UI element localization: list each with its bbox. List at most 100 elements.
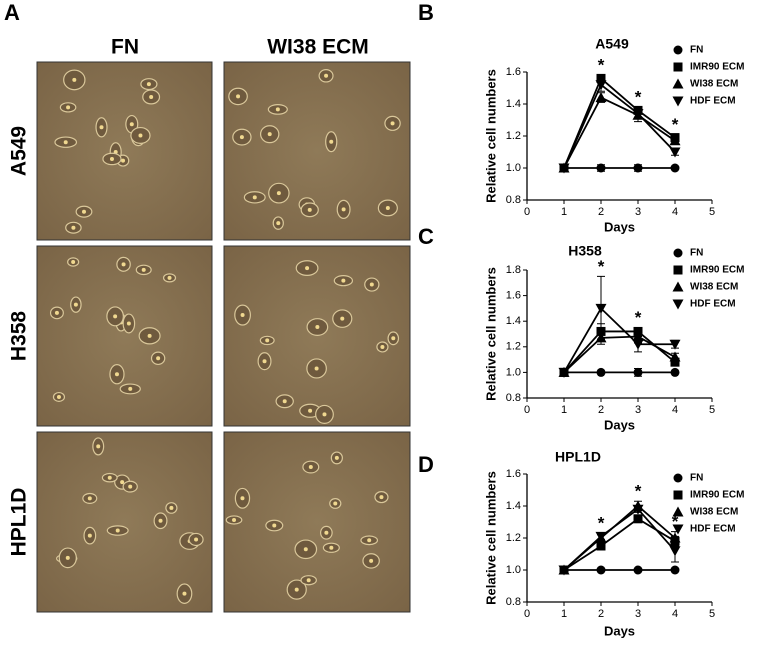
data-point [633, 514, 643, 524]
y-tick-label: 1.6 [506, 290, 521, 302]
y-tick-label: 1.0 [506, 564, 521, 576]
data-point [596, 541, 606, 551]
data-point [633, 367, 643, 377]
cell-nucleus [126, 321, 131, 326]
legend-marker [672, 506, 684, 517]
cell-nucleus [282, 399, 287, 404]
legend-label: IMR90 ECM [690, 490, 744, 501]
cell-nucleus [113, 314, 118, 319]
x-axis-label: Days [604, 417, 635, 432]
y-tick-label: 0.8 [506, 194, 521, 206]
cell-nucleus [303, 547, 308, 552]
y-tick-label: 1.6 [506, 66, 521, 78]
legend-marker [673, 248, 683, 258]
cell-nucleus [107, 475, 112, 480]
cell-nucleus [71, 259, 76, 264]
cell-nucleus [272, 523, 277, 528]
cell-nucleus [72, 77, 77, 82]
cell-nucleus [87, 533, 92, 538]
cell-nucleus [240, 496, 245, 501]
y-tick-label: 1.4 [506, 500, 521, 512]
cell-nucleus [308, 465, 313, 470]
cell-nucleus [167, 275, 172, 280]
cell-nucleus [63, 140, 68, 145]
cell-nucleus [146, 82, 151, 87]
micrograph [223, 431, 411, 613]
y-tick-label: 1.6 [506, 468, 521, 480]
micrograph [36, 61, 213, 241]
y-tick-label: 1.4 [506, 98, 521, 110]
legend-marker [673, 473, 683, 483]
cell-nucleus [236, 94, 241, 99]
data-point [669, 147, 681, 158]
cell-nucleus [369, 558, 374, 563]
x-tick-label: 2 [598, 608, 604, 620]
panel-label: B [418, 0, 434, 25]
cell-nucleus [340, 316, 345, 321]
cell-nucleus [81, 209, 86, 214]
cell-nucleus [314, 366, 319, 371]
micrograph [36, 245, 213, 427]
cell-nucleus [324, 73, 329, 78]
panel-label: C [418, 224, 434, 249]
legend-label: IMR90 ECM [690, 62, 744, 73]
significance-marker: * [672, 115, 679, 134]
x-tick-label: 1 [561, 206, 567, 218]
row-label: H358 [8, 311, 31, 362]
legend-marker [673, 265, 683, 275]
cell-nucleus [265, 338, 270, 343]
y-tick-label: 1.4 [506, 315, 521, 327]
data-point [633, 565, 643, 575]
cell-nucleus [322, 412, 327, 417]
cell-nucleus [267, 132, 272, 137]
x-tick-label: 4 [672, 404, 678, 416]
line [563, 517, 676, 571]
panel-label: D [418, 452, 434, 477]
cell-nucleus [385, 205, 390, 210]
data-point [669, 135, 681, 146]
y-tick-label: 0.8 [506, 596, 521, 608]
significance-marker: * [598, 56, 605, 75]
legend-label: FN [690, 473, 703, 484]
legend-label: HDF ECM [690, 299, 736, 310]
cell-nucleus [324, 530, 329, 535]
cell-nucleus [121, 158, 126, 163]
legend-marker [672, 299, 684, 310]
cell-nucleus [128, 484, 133, 489]
data-point [633, 163, 643, 173]
x-axis-label: Days [604, 623, 635, 638]
line [563, 504, 676, 571]
cell-nucleus [138, 133, 143, 138]
cell-nucleus [182, 591, 187, 596]
legend-label: WI38 ECM [690, 79, 738, 90]
data-point [669, 351, 681, 362]
cell-nucleus [307, 207, 312, 212]
x-tick-label: 3 [635, 206, 641, 218]
cell-nucleus [308, 408, 313, 413]
cell-nucleus [252, 195, 257, 200]
significance-marker: * [598, 514, 605, 533]
cell-nucleus [305, 266, 310, 271]
data-point [632, 504, 644, 515]
cell-nucleus [275, 107, 280, 112]
line [563, 507, 676, 571]
significance-marker: * [672, 512, 679, 531]
column-label: WI38 ECM [267, 36, 369, 59]
cell-nucleus [54, 310, 59, 315]
legend-marker [672, 78, 684, 89]
cell-nucleus [115, 528, 120, 533]
cell-nucleus [341, 278, 346, 283]
cell-nucleus [128, 386, 133, 391]
cell-nucleus [120, 480, 125, 485]
data-point [632, 339, 644, 350]
y-tick-label: 1.0 [506, 366, 521, 378]
x-tick-label: 3 [635, 608, 641, 620]
line [563, 83, 676, 169]
data-point [670, 367, 680, 377]
line [563, 335, 676, 374]
x-tick-label: 0 [524, 404, 530, 416]
cell-nucleus [194, 537, 199, 542]
cell-nucleus [149, 94, 154, 99]
micrograph [223, 245, 411, 427]
x-tick-label: 0 [524, 608, 530, 620]
